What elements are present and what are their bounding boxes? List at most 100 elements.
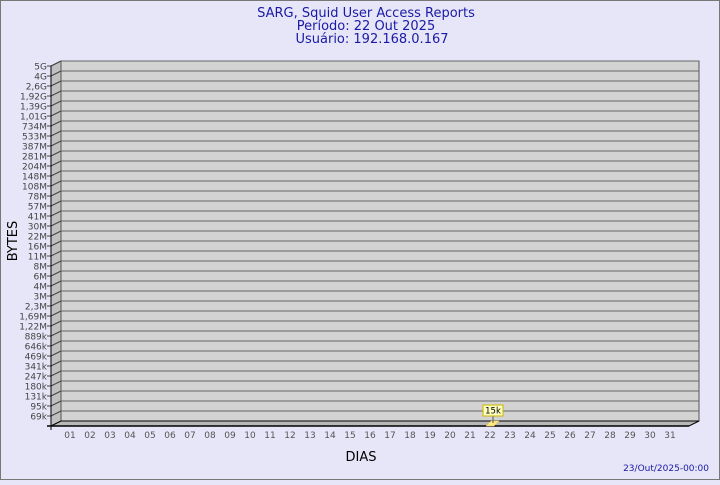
y-tick-label: 533M (22, 133, 47, 143)
gridline-side (50, 360, 62, 367)
y-tick-label: 4M (34, 283, 48, 293)
y-tick-label: 22M (28, 233, 47, 243)
data-label-box (482, 404, 504, 417)
gridline-side (50, 380, 62, 387)
gridline-side (50, 350, 62, 357)
gridline-side (50, 320, 62, 327)
x-tick-label: 24 (524, 431, 536, 441)
gridline-side (50, 190, 62, 197)
x-tick-label: 26 (564, 431, 576, 441)
gridline-side (50, 220, 62, 227)
y-tick-label: 1,39G (20, 103, 47, 113)
gridline-side (50, 370, 62, 377)
x-tick-label: 25 (544, 431, 555, 441)
x-tick-label: 08 (204, 431, 216, 441)
x-tick-label: 12 (284, 431, 295, 441)
y-tick-label: 1,22M (19, 323, 47, 333)
y-tick-label: 3M (34, 293, 48, 303)
gridline-side (50, 70, 62, 77)
gridline-side (50, 290, 62, 297)
x-tick-label: 28 (604, 431, 616, 441)
y-tick-label: 1,92G (20, 93, 47, 103)
x-axis-label: DIAS (346, 450, 377, 465)
x-tick-label: 21 (464, 431, 475, 441)
x-tick-label: 20 (444, 431, 456, 441)
y-tick-label: 11M (28, 253, 47, 263)
x-tick-label: 14 (324, 431, 336, 441)
x-tick-label: 11 (264, 431, 275, 441)
data-label: 15k (485, 407, 501, 417)
gridline-side (50, 260, 62, 267)
x-tick-label: 07 (184, 431, 195, 441)
x-tick-label: 15 (344, 431, 355, 441)
gridline-side (50, 160, 62, 167)
x-tick-label: 29 (624, 431, 636, 441)
x-tick-label: 01 (64, 431, 75, 441)
chart-subtitle-period: Período: 22 Out 2025 (297, 19, 435, 34)
x-tick-label: 05 (144, 431, 155, 441)
gridline-side (50, 250, 62, 257)
gridline-side (50, 180, 62, 187)
x-tick-label: 03 (104, 431, 115, 441)
y-tick-label: 387M (22, 143, 47, 153)
gridline-side (50, 270, 62, 277)
gridline-side (50, 300, 62, 307)
y-tick-label: 247k (25, 373, 48, 383)
gridline-side (50, 330, 62, 337)
gridline-side (50, 240, 62, 247)
gridline-side (50, 150, 62, 157)
y-tick-label: 108M (22, 183, 47, 193)
x-tick-label: 30 (644, 431, 656, 441)
x-tick-label: 09 (224, 431, 236, 441)
gridline-side (50, 200, 62, 207)
y-tick-label: 4G (34, 73, 47, 83)
y-axis-label: BYTES (6, 221, 21, 262)
bar-day-22 (485, 420, 500, 427)
y-tick-label: 148M (22, 173, 47, 183)
y-tick-label: 8M (34, 263, 48, 273)
y-tick-label: 646k (25, 343, 48, 353)
x-tick-label: 19 (424, 431, 436, 441)
y-tick-label: 5G (34, 63, 47, 73)
gridline-side (50, 210, 62, 217)
gridline-side (50, 390, 62, 397)
gridline-side (50, 230, 62, 237)
y-tick-label: 734M (22, 123, 47, 133)
x-tick-label: 02 (84, 431, 95, 441)
y-tick-label: 131k (25, 393, 48, 403)
gridline-side (50, 130, 62, 137)
x-tick-label: 16 (364, 431, 376, 441)
y-tick-label: 57M (28, 203, 47, 213)
generated-timestamp: 23/Out/2025-00:00 (623, 464, 709, 474)
y-tick-label: 16M (28, 243, 47, 253)
x-tick-label: 27 (584, 431, 595, 441)
gridline-side (50, 280, 62, 287)
y-tick-label: 69k (30, 413, 47, 423)
gridline-side (50, 340, 62, 347)
chart-subtitle-user: Usuário: 192.168.0.167 (295, 32, 448, 47)
y-tick-label: 6M (34, 273, 48, 283)
y-tick-label: 2,3M (25, 303, 47, 313)
gridline-side (50, 120, 62, 127)
gridline-side (50, 80, 62, 87)
gridline-side (50, 310, 62, 317)
gridline-side (50, 400, 62, 407)
y-tick-label: 889k (25, 333, 48, 343)
y-tick-label: 1,69M (19, 313, 47, 323)
x-tick-label: 18 (404, 431, 416, 441)
gridline-side (50, 100, 62, 107)
y-tick-label: 95k (30, 403, 47, 413)
x-tick-label: 23 (504, 431, 515, 441)
y-tick-label: 204M (22, 163, 47, 173)
y-tick-label: 2,6G (26, 83, 47, 93)
y-tick-label: 41M (28, 213, 47, 223)
y-tick-label: 1,01G (20, 113, 47, 123)
y-tick-label: 341k (25, 363, 48, 373)
gridline-side (50, 410, 62, 417)
x-tick-label: 10 (244, 431, 256, 441)
y-tick-label: 180k (25, 383, 48, 393)
y-tick-label: 30M (28, 223, 47, 233)
gridline-side (50, 170, 62, 177)
